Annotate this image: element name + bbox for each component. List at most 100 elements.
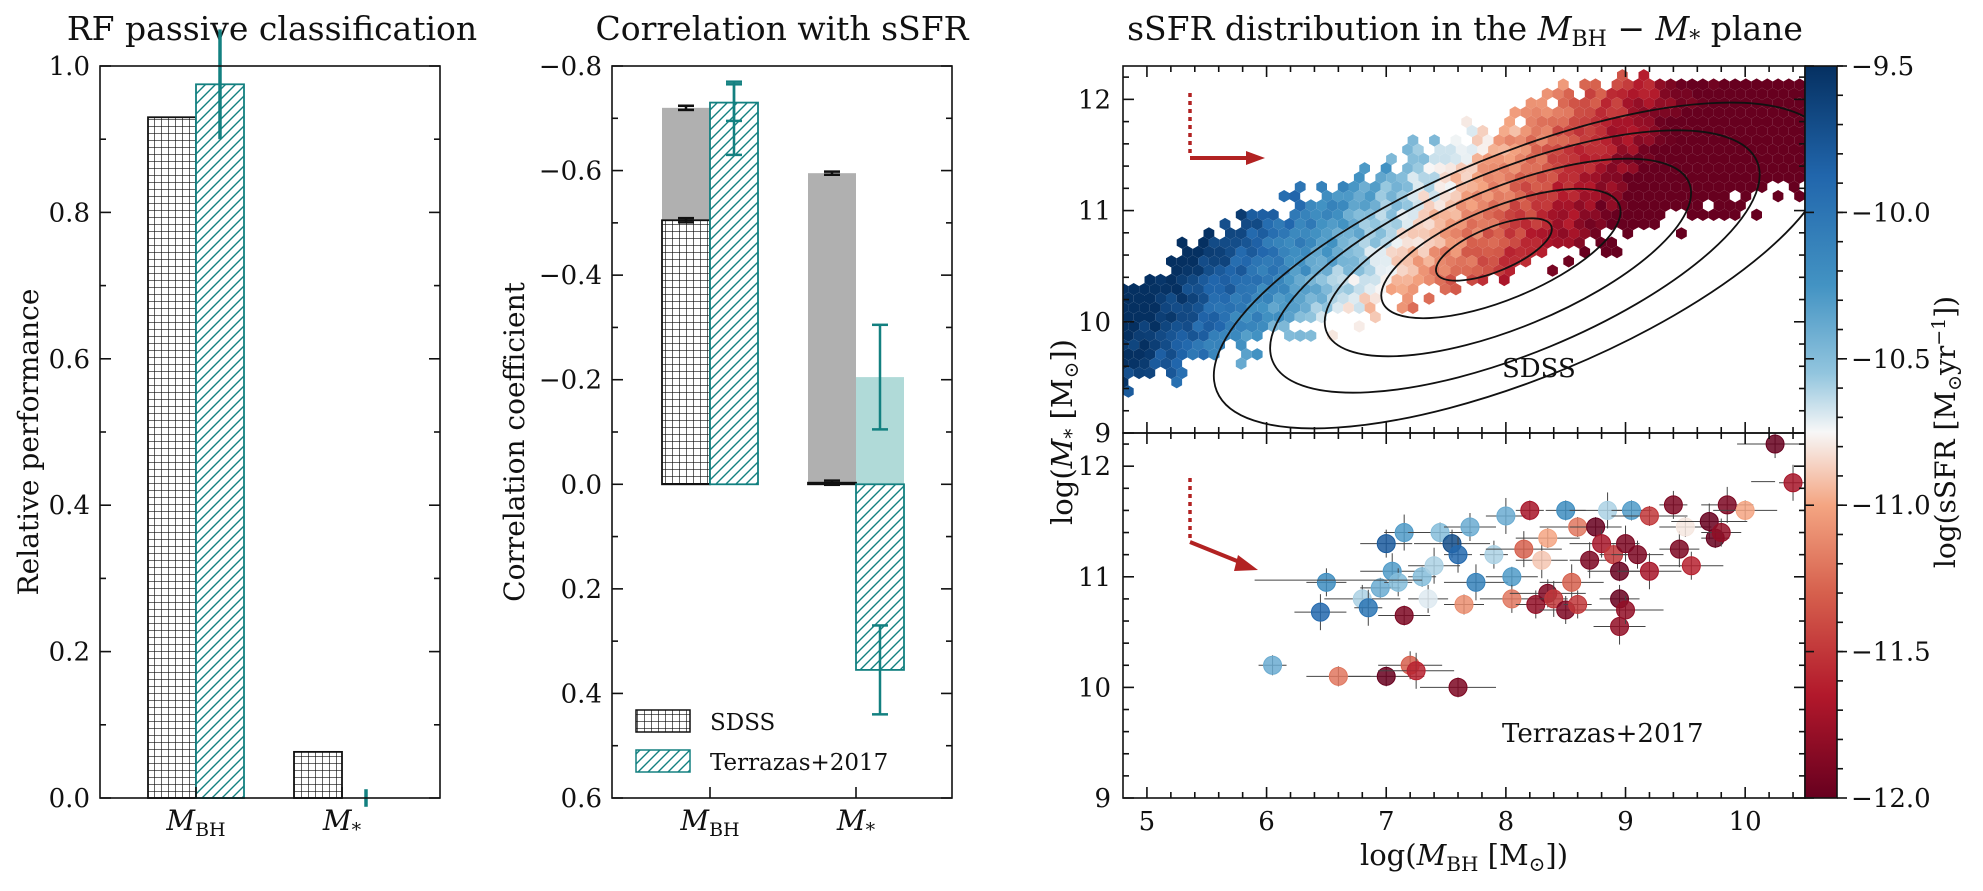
scatter-point: [1592, 534, 1612, 554]
hexbin-cell: [1294, 217, 1306, 231]
hexbin-cell: [1434, 180, 1446, 194]
hexbin-cell: [1214, 320, 1225, 333]
hexbin-cell: [1552, 87, 1564, 101]
hexbin-cell: [1187, 255, 1199, 268]
hexbin-cell: [1268, 208, 1279, 221]
hexbin-cell: [1622, 171, 1634, 184]
hexbin-cell: [1273, 255, 1285, 268]
hexbin-cell: [1305, 310, 1317, 324]
scatter-point: [1663, 495, 1683, 515]
hexbin-cell: [1466, 143, 1478, 156]
hexbin-cell: [1375, 171, 1387, 184]
hexbin-cell: [1434, 236, 1446, 249]
panel2-yticks: −0.8 −0.6 −0.4 −0.2 0.0 0.2 0.4 0.6: [539, 52, 952, 814]
hexbin-cell: [1509, 124, 1521, 138]
hexbin-cell: [1568, 208, 1580, 221]
hexbin-cell: [1423, 236, 1435, 249]
hexbin-cell: [1515, 227, 1526, 240]
hexbin-cell: [1450, 171, 1462, 184]
hexbin-cell: [1617, 180, 1628, 194]
hexbin-cell: [1654, 171, 1666, 184]
hexbin-cell: [1418, 190, 1430, 203]
hexbin-cell: [1595, 199, 1607, 212]
hexbin-cell: [1708, 208, 1719, 221]
hexbin-cell: [1257, 227, 1268, 240]
scatter-point: [1669, 539, 1689, 559]
hexbin-cell: [1729, 152, 1741, 166]
hexbin-cell: [1418, 245, 1430, 259]
hexbin-cell: [1649, 180, 1660, 194]
hexbin-cell: [1670, 143, 1682, 156]
hexbin-cell: [1622, 97, 1634, 110]
hexbin-cell: [1633, 171, 1644, 184]
hexbin-cell: [1627, 180, 1639, 194]
hexbin-cell: [1284, 292, 1295, 305]
hexbin-cell: [1493, 227, 1505, 240]
hexbin-cell: [1370, 180, 1381, 194]
hexbin-cell: [1600, 208, 1612, 221]
hexbin-cell: [1128, 283, 1140, 296]
hexbin-cell: [1627, 87, 1639, 101]
hexbin-cell: [1735, 106, 1746, 119]
hexbin-cell: [1429, 152, 1440, 166]
hexbin-cell: [1740, 171, 1752, 184]
hexbin-cell: [1745, 106, 1757, 119]
hexbin-cell: [1198, 236, 1209, 249]
panel3-ylabel: log(M* [M⊙]): [1045, 339, 1083, 525]
legend-label-sdss: SDSS: [710, 710, 775, 736]
hexbin-cell: [1466, 199, 1478, 212]
contour-level-2: [1323, 157, 1692, 358]
hexbin-cell: [1155, 292, 1166, 305]
hexbin-cell: [1337, 255, 1349, 268]
scatter-point: [1783, 473, 1803, 493]
hexbin-cell: [1643, 134, 1655, 147]
hexbin-cell: [1262, 310, 1274, 324]
hexbin-cell: [1321, 190, 1333, 203]
hexbin-cell: [1531, 180, 1542, 194]
hexbin-cell: [1343, 283, 1354, 296]
hexbin-cell: [1203, 227, 1215, 240]
hexbin-cell: [1713, 143, 1725, 156]
hexbin-cell: [1735, 124, 1746, 138]
arrow-bottom-shaft: [1189, 540, 1243, 565]
hexbin-cell: [1182, 301, 1193, 314]
hexbin-cell: [1348, 273, 1360, 287]
hexbin-cell: [1783, 134, 1795, 147]
hexbin-cell: [1493, 171, 1505, 184]
hexbin-cell: [1139, 338, 1150, 352]
hexbin-cell: [1225, 283, 1236, 296]
hexbin-cell: [1686, 152, 1698, 166]
hexbin-cell: [1461, 152, 1472, 166]
hexbin-cell: [1337, 236, 1349, 249]
scatter-point: [1538, 528, 1558, 548]
terrazas-scatter-points: [1254, 433, 1805, 698]
hexbin-cell: [1251, 255, 1263, 268]
hexbin-cell: [1579, 190, 1591, 203]
hexbin-cell: [1176, 255, 1188, 268]
hexbin-cell: [1455, 143, 1467, 156]
hexbin-cell: [1450, 190, 1462, 203]
contour-level-1: [1380, 187, 1622, 320]
hexbin-cell: [1606, 180, 1617, 194]
hexbin-cell: [1294, 273, 1306, 287]
hexbin-cell: [1423, 292, 1435, 305]
hexbin-cell: [1466, 217, 1478, 231]
hexbin-cell: [1466, 255, 1478, 268]
hexbin-cell: [1525, 115, 1537, 128]
hexbin-cell: [1745, 143, 1757, 156]
panel-correlation-with-ssfr: Correlation with sSFR Correlation coeffi…: [498, 9, 970, 841]
hexbin-cell: [1611, 190, 1623, 203]
hexbin-cell: [1568, 171, 1580, 184]
hexbin-cell: [1284, 273, 1295, 287]
hexbin-cell: [1509, 180, 1521, 194]
hexbin-cell: [1407, 152, 1419, 166]
hexbin-cell: [1627, 217, 1639, 231]
hexbin-cell: [1353, 208, 1365, 221]
hexbin-cell: [1192, 301, 1204, 314]
hexbin-cell: [1574, 236, 1585, 249]
hexbin-cell: [1235, 208, 1247, 221]
panel1-axes-frame: [99, 65, 441, 799]
hexbin-cell: [1316, 236, 1327, 249]
hexbin-cell: [1171, 320, 1183, 333]
hexbin-cell: [1198, 292, 1209, 305]
